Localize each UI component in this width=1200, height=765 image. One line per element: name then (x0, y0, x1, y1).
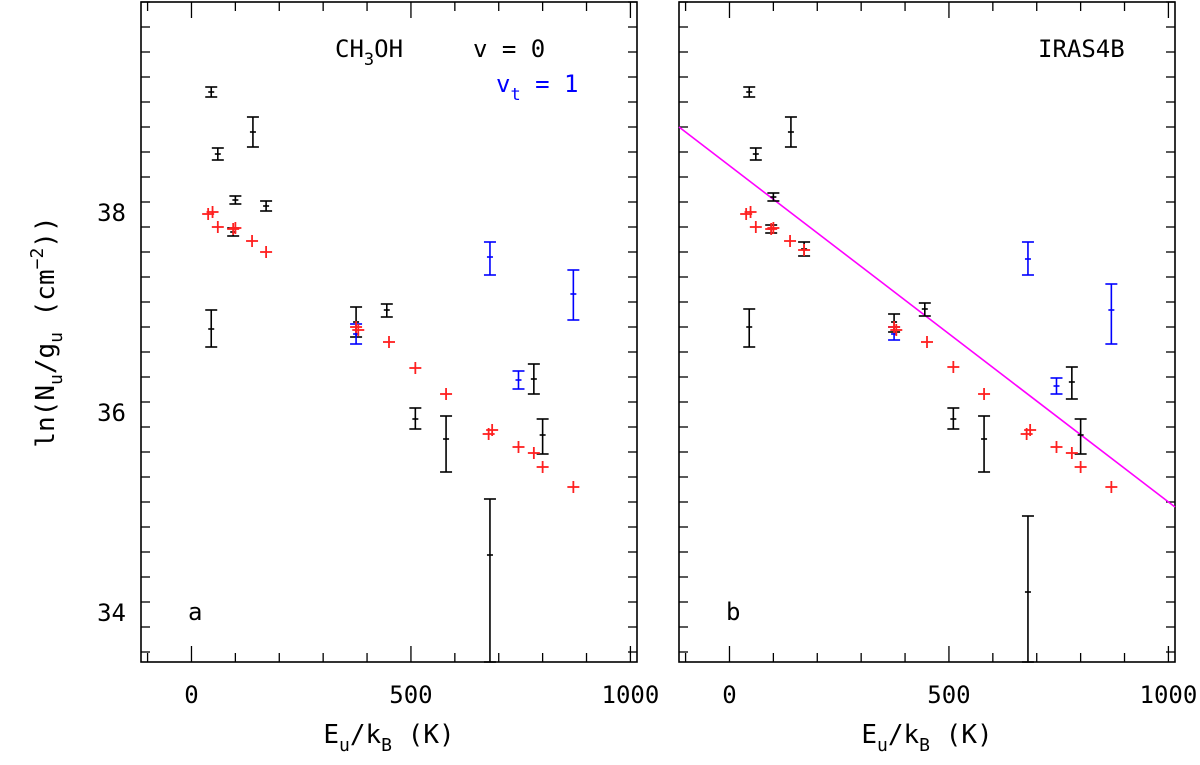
panel-a-model-point (486, 424, 499, 436)
legend-vt1: vt = 1 (496, 70, 579, 105)
legend-vt1-sub: t (510, 85, 520, 105)
panel-b-linear-fit-line (678, 126, 1176, 508)
panel-b-v0-point (749, 147, 762, 161)
panel-b-model-point (765, 223, 778, 235)
panel-a-v0-point (409, 407, 422, 430)
panel-b-model-point (767, 222, 780, 234)
panel-b-model-point (784, 235, 797, 247)
panel-a-x-tick-label: 500 (389, 681, 432, 709)
source-name: IRAS4B (1038, 35, 1125, 63)
panel-a-model-point (229, 222, 242, 234)
panel-b-tick-labels: 0 500 1000 (722, 681, 1197, 709)
panel-a-x-tick-label: 1000 (602, 681, 660, 709)
panel-b-model-point (1105, 481, 1118, 493)
panel-a-v0-point (483, 498, 496, 663)
panel-a-model-point (206, 206, 219, 218)
panel-a-model-point (409, 362, 422, 374)
panel-a-vt1-point (567, 269, 580, 321)
panel-a-v0-point (229, 195, 242, 205)
panel-b-v0-point (743, 86, 756, 98)
panel-b-v0-point (743, 308, 756, 348)
panel-b-model-point (888, 321, 901, 333)
panel-a-model-point (512, 441, 525, 453)
panel-a-v0-point (205, 86, 218, 98)
molecule-name: CH3OH (335, 35, 403, 70)
panel-b-model-point (947, 361, 960, 373)
panel-a-v0-point (260, 200, 273, 212)
panel-a-model-point (383, 336, 395, 348)
panel-b-v0-point (767, 192, 780, 202)
panel-b-v0-point (978, 415, 991, 473)
panel-a-y-tick-label: 36 (97, 399, 126, 427)
panel-b: 0 500 1000 b IRAS4B Eu/kB (K) (678, 1, 1197, 756)
molecule-tail: OH (374, 35, 403, 63)
panel-b-model-point (1050, 441, 1063, 453)
panel-b-model-point (798, 244, 811, 256)
panel-b-model-point (749, 221, 762, 233)
panel-b-model-point (1024, 424, 1037, 436)
panel-a-model-point (227, 223, 240, 235)
panel-a-data-marks (202, 86, 580, 663)
panel-b-frame (678, 1, 1176, 663)
y-axis-label: ln(Nu/gu (cm−2)) (27, 216, 67, 447)
panel-b-label: b (726, 598, 740, 626)
panel-b-v0-point (1065, 366, 1078, 400)
panel-a-y-tick-label: 38 (97, 199, 126, 227)
panel-b-vt1-point (1050, 377, 1063, 395)
panel-a-vt1-point (483, 241, 496, 276)
panel-a-y-tick-label: 34 (97, 599, 126, 627)
panel-b-v0-point (947, 407, 960, 430)
panel-a-vt1-point (512, 370, 525, 390)
panel-a-v0-point (440, 415, 453, 473)
panel-a-model-point (350, 321, 363, 333)
molecule-base: CH (335, 35, 364, 63)
legend-v0: v = 0 (473, 35, 545, 63)
panel-b-model-point (921, 336, 933, 348)
molecule-sub: 3 (364, 50, 374, 70)
panel-a-model-point (352, 324, 365, 336)
panel-b-x-tick-label: 1000 (1140, 681, 1198, 709)
panel-a-x-axis-label: Eu/kB (K) (323, 720, 454, 756)
panel-b-fit (678, 126, 1176, 508)
panel-b-model-point (744, 206, 757, 218)
panel-b-data-marks (740, 86, 1118, 663)
panel-b-x-tick-label: 500 (927, 681, 970, 709)
panel-a-x-tick-label: 0 (184, 681, 198, 709)
panel-b-vt1-point (1021, 241, 1034, 276)
panel-a-v0-point (527, 363, 540, 395)
panel-a-tick-labels: 0 500 1000 34 36 38 (97, 199, 659, 709)
panel-a-model-point (440, 388, 453, 400)
panel-a-frame (140, 1, 638, 663)
panel-b-v0-point (1074, 418, 1087, 455)
panel-b-v0-point (918, 302, 931, 317)
panel-a-v0-point (211, 147, 224, 161)
panel-b-ticks (679, 1, 1175, 662)
panel-a-v0-point (380, 303, 393, 318)
panel-a-model-point (536, 461, 549, 473)
panel-a-ticks (141, 1, 637, 662)
panel-b-v0-point (1021, 515, 1034, 663)
legend-vt1-prefix: v (496, 70, 510, 98)
panel-a-model-point (246, 235, 259, 247)
panel-a-model-point (260, 246, 273, 258)
panel-a-v0-point (536, 418, 549, 455)
panel-b-v0-point (784, 116, 797, 148)
panel-b-x-axis-label: Eu/kB (K) (861, 720, 992, 756)
panel-a-v0-point (205, 309, 218, 348)
panel-b-model-point (978, 388, 991, 400)
panel-a-v0-point (246, 116, 259, 148)
panel-a: 0 500 1000 34 36 38 a CH3OH v = 0 vt = 1 Eu/k… (27, 1, 659, 756)
panel-a-label: a (188, 598, 202, 626)
panel-b-model-point (890, 324, 903, 336)
panel-b-model-point (1074, 461, 1087, 473)
panel-b-model-point (1065, 447, 1078, 459)
panel-a-model-point (211, 221, 224, 233)
panel-b-x-tick-label: 0 (722, 681, 736, 709)
panel-b-vt1-point (1105, 283, 1118, 345)
legend-vt1-suffix: = 1 (521, 70, 579, 98)
panel-a-model-point (527, 447, 540, 459)
panel-a-model-point (567, 481, 580, 493)
